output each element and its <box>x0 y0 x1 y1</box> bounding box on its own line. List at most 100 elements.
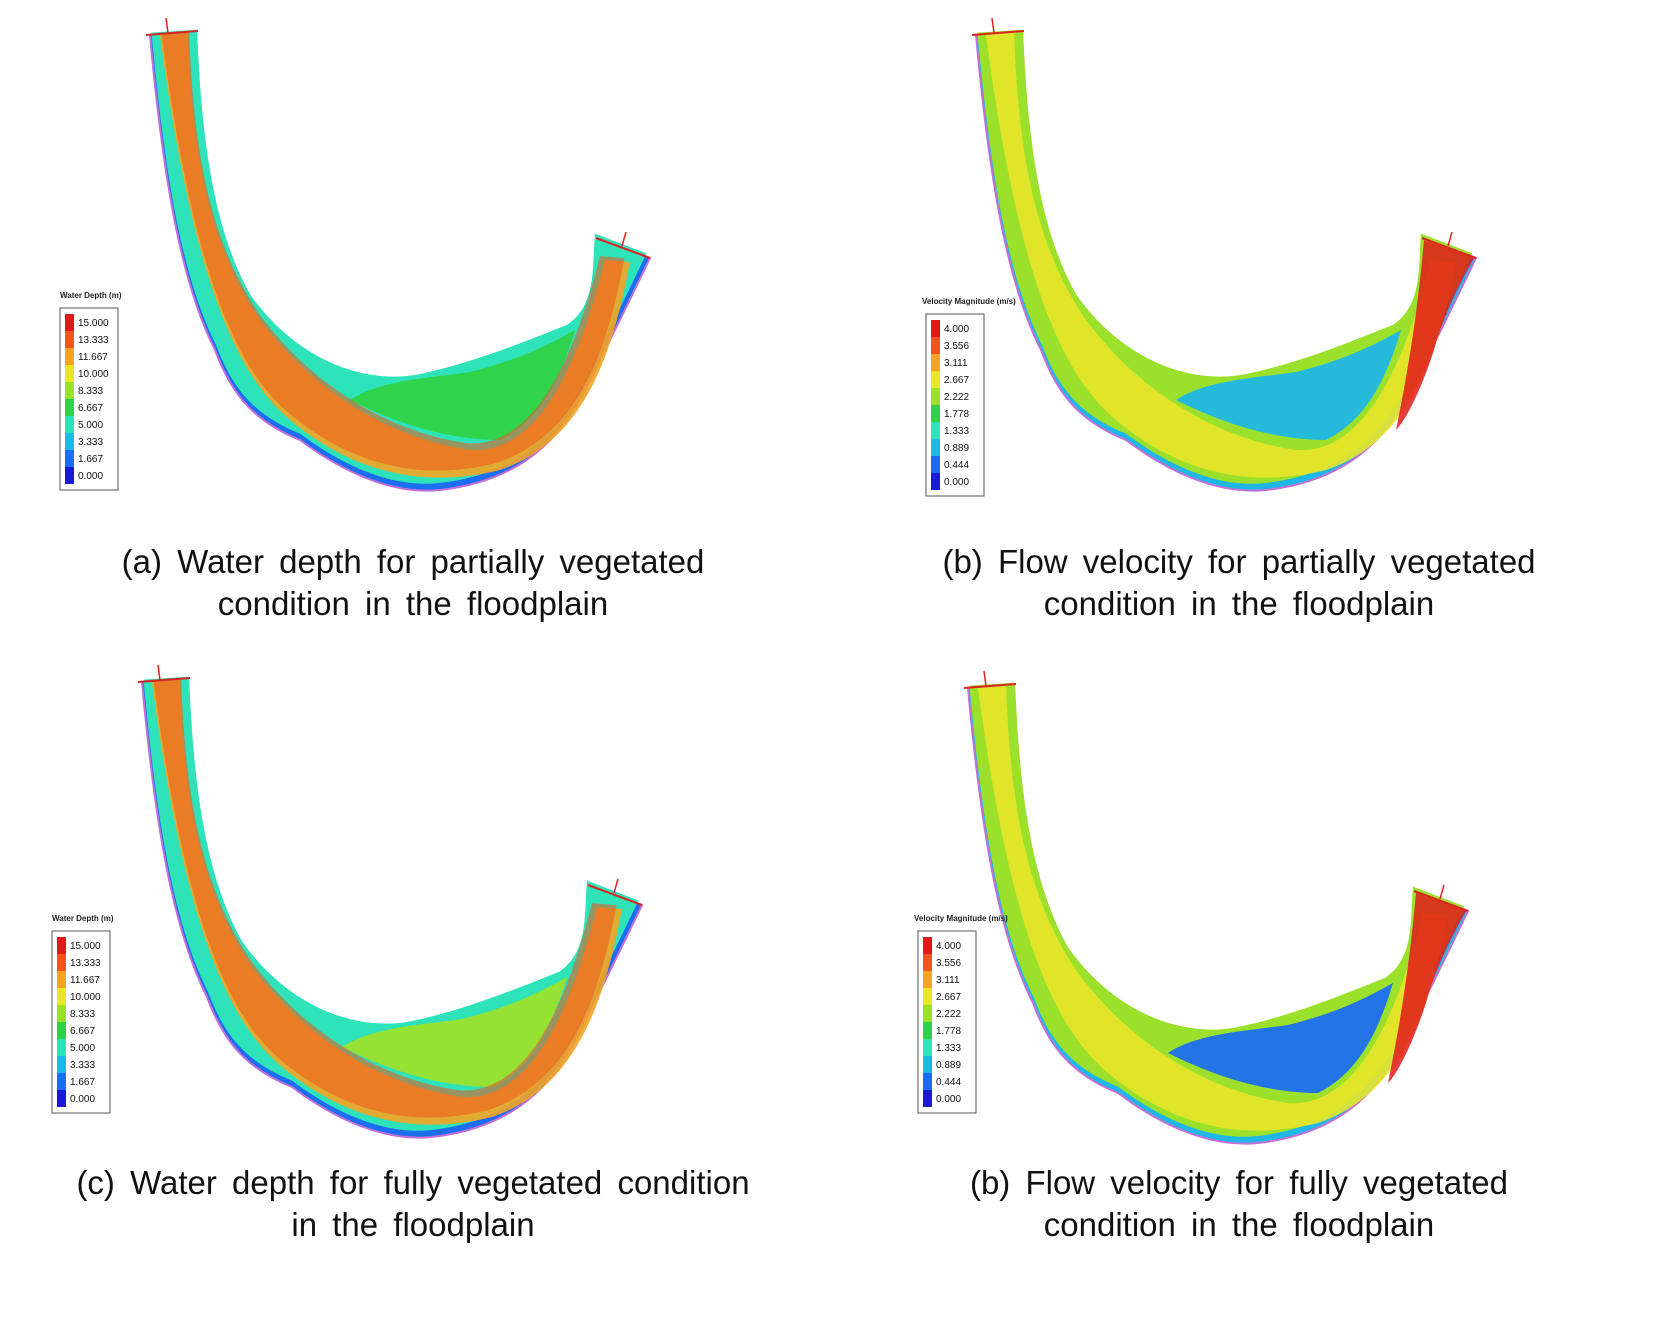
legend-tick-label: 1.778 <box>944 409 969 420</box>
legend-scale <box>917 930 977 1114</box>
legend-swatch <box>65 314 74 331</box>
legend-tick-label: 15.000 <box>78 318 109 329</box>
caption-c: (c) Water depth for fully vegetated cond… <box>0 1162 826 1246</box>
legend-swatch <box>65 467 74 484</box>
legend-title: Velocity Magnitude (m/s) <box>922 297 1016 306</box>
outflow-arrow <box>1447 231 1453 247</box>
legend-tick-label: 13.333 <box>78 335 109 346</box>
legend-swatch <box>57 1073 66 1090</box>
legend-tick-label: 3.333 <box>78 437 103 448</box>
outflow-arrow <box>621 231 627 247</box>
river-contour-plot <box>971 17 1478 492</box>
legend-swatch <box>923 954 932 971</box>
color-legend: Velocity Magnitude (m/s) 4.000 3.556 3.111… <box>922 297 1016 497</box>
floodplain-zone <box>350 330 575 440</box>
legend-tick-label: 2.667 <box>936 992 961 1003</box>
legend-tick-label: 13.333 <box>70 958 101 969</box>
legend-tick-label: 3.333 <box>70 1060 95 1071</box>
outflow-arrow <box>1439 884 1445 900</box>
legend-swatch <box>923 937 932 954</box>
legend-scale <box>51 930 111 1114</box>
legend-swatch <box>57 1056 66 1073</box>
legend-swatch <box>65 399 74 416</box>
floodplain-zone <box>342 977 567 1087</box>
legend-tick-label: 3.556 <box>944 341 969 352</box>
legend-swatch <box>923 1039 932 1056</box>
river-contour-plot <box>137 664 644 1139</box>
legend-tick-label: 1.667 <box>70 1077 95 1088</box>
caption-line-1: (b) Flow velocity for fully vegetated <box>969 1164 1509 1201</box>
legend-title: Water Depth (m) <box>52 914 114 923</box>
legend-swatch <box>65 382 74 399</box>
panel-b-map: Velocity Magnitude (m/s) 4.000 3.556 3.111… <box>922 17 1478 497</box>
legend-ticks: 15.000 13.333 11.667 10.000 8.333 6.667 5.000 3… <box>70 941 101 1105</box>
legend-swatch <box>65 365 74 382</box>
legend-tick-label: 0.444 <box>944 460 969 471</box>
legend-tick-label: 0.889 <box>944 443 969 454</box>
legend-ticks: 15.000 13.333 11.667 10.000 8.333 6.667 5.000 3… <box>78 318 109 482</box>
outflow-boundary <box>1421 237 1477 259</box>
legend-swatch <box>57 1005 66 1022</box>
legend-tick-label: 8.333 <box>70 1009 95 1020</box>
outflow-arrow <box>613 878 619 894</box>
legend-swatch <box>65 450 74 467</box>
color-legend: Velocity Magnitude (m/s) 4.000 3.556 3.111… <box>914 914 1008 1114</box>
floodplain-zone <box>1176 330 1401 440</box>
channel-deep-core <box>153 679 617 1118</box>
inflow-arrow <box>165 17 169 34</box>
legend-swatch <box>931 422 940 439</box>
panel-c-map: Water Depth (m) 15.000 13.333 11.667 10.000… <box>51 664 644 1139</box>
legend-swatch <box>57 1022 66 1039</box>
legend-title: Velocity Magnitude (m/s) <box>914 914 1008 923</box>
legend-tick-label: 4.000 <box>944 324 969 335</box>
main-channel <box>986 33 1456 478</box>
legend-tick-label: 2.667 <box>944 375 969 386</box>
inflow-arrow <box>991 17 995 34</box>
caption-line-1: (a) Water depth for partially vegetated <box>121 543 705 580</box>
legend-swatch <box>923 1073 932 1090</box>
legend-swatch <box>931 354 940 371</box>
legend-tick-label: 1.333 <box>936 1043 961 1054</box>
legend-tick-label: 1.778 <box>936 1026 961 1037</box>
color-legend: Water Depth (m) 15.000 13.333 11.667 10.000… <box>59 291 122 491</box>
legend-swatch <box>57 971 66 988</box>
inflow-boundary <box>971 30 1025 36</box>
outflow-boundary <box>587 884 643 906</box>
caption-line-2: condition in the floodplain <box>1043 1206 1435 1243</box>
legend-tick-label: 11.667 <box>70 975 100 986</box>
legend-tick-label: 0.000 <box>936 1094 961 1105</box>
legend-swatch <box>57 1039 66 1056</box>
caption-b: (b) Flow velocity for partially vegetate… <box>826 541 1652 625</box>
legend-tick-label: 6.667 <box>78 403 103 414</box>
caption-line-2: condition in the floodplain <box>217 585 609 622</box>
legend-tick-label: 2.222 <box>944 392 969 403</box>
legend-swatch <box>931 371 940 388</box>
legend-swatch <box>923 1022 932 1039</box>
legend-swatch <box>931 456 940 473</box>
legend-tick-label: 3.556 <box>936 958 961 969</box>
legend-swatch <box>931 405 940 422</box>
legend-tick-label: 0.000 <box>944 477 969 488</box>
legend-tick-label: 4.000 <box>936 941 961 952</box>
legend-tick-label: 2.222 <box>936 1009 961 1020</box>
inflow-boundary <box>137 677 191 683</box>
legend-scale <box>59 307 119 491</box>
legend-tick-label: 15.000 <box>70 941 101 952</box>
inflow-boundary <box>963 683 1017 689</box>
river-contour-plot <box>145 17 652 492</box>
legend-swatch <box>65 433 74 450</box>
color-legend: Water Depth (m) 15.000 13.333 11.667 10.000… <box>51 914 114 1114</box>
caption-line-2: condition in the floodplain <box>1043 585 1435 622</box>
legend-swatch <box>57 937 66 954</box>
panel-b-velocity-partial: Velocity Magnitude (m/s) 4.000 3.556 3.111… <box>826 0 1652 663</box>
legend-tick-label: 5.000 <box>78 420 103 431</box>
legend-swatch <box>931 439 940 456</box>
legend-tick-label: 0.000 <box>70 1094 95 1105</box>
legend-tick-label: 5.000 <box>70 1043 95 1054</box>
inflow-boundary <box>145 30 199 36</box>
floodplain-zone <box>1168 983 1393 1093</box>
inflow-arrow <box>983 670 987 687</box>
legend-swatch <box>57 1090 66 1107</box>
high-velocity-zone <box>1396 240 1474 430</box>
legend-swatch <box>923 971 932 988</box>
